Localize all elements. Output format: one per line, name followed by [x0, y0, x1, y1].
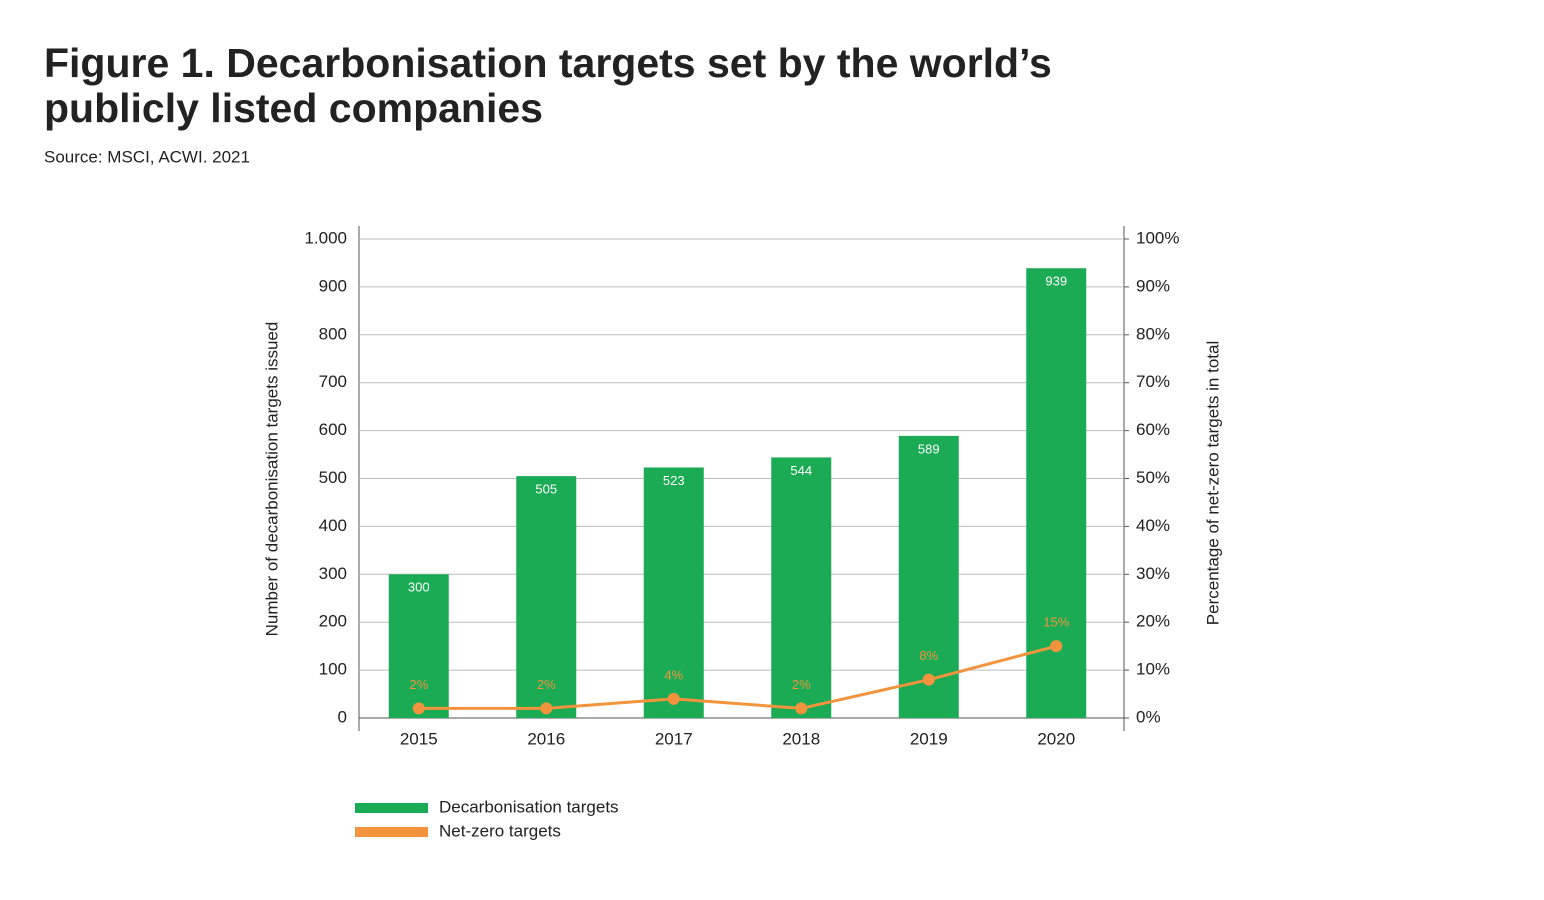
y-tick-label: 100 — [319, 660, 347, 679]
legend-swatch — [355, 803, 428, 813]
line-point — [1050, 640, 1063, 653]
y2-tick-label: 20% — [1136, 612, 1170, 631]
x-tick-label: 2019 — [910, 729, 948, 748]
x-tick-label: 2017 — [655, 729, 693, 748]
y-tick-label: 900 — [319, 276, 347, 295]
bar-value-label: 589 — [918, 441, 940, 456]
y-tick-label: 1.000 — [304, 228, 347, 247]
y2-tick-label: 80% — [1136, 324, 1170, 343]
line-point — [667, 692, 680, 705]
legend-label: Decarbonisation targets — [439, 797, 619, 816]
line-point — [540, 702, 553, 715]
bar-value-label: 505 — [535, 482, 557, 497]
line-value-label: 2% — [537, 677, 556, 692]
line-value-label: 15% — [1043, 615, 1069, 630]
bar — [388, 574, 449, 718]
line-value-label: 2% — [792, 677, 811, 692]
y2-tick-label: 60% — [1136, 420, 1170, 439]
bar-value-label: 523 — [663, 473, 685, 488]
y-tick-label: 300 — [319, 564, 347, 583]
x-tick-label: 2018 — [782, 729, 820, 748]
x-tick-label: 2020 — [1037, 729, 1075, 748]
bar — [516, 476, 577, 718]
x-tick-label: 2016 — [527, 729, 565, 748]
y-tick-label: 400 — [319, 516, 347, 535]
line-value-label: 2% — [409, 677, 428, 692]
y2-tick-label: 70% — [1136, 372, 1170, 391]
y2-tick-label: 30% — [1136, 564, 1170, 583]
y-axis-label: Number of decarbonisation targets issued — [262, 322, 281, 637]
y-tick-label: 600 — [319, 420, 347, 439]
y2-tick-label: 100% — [1136, 228, 1179, 247]
chart-title: Figure 1. Decarbonisation targets set by… — [44, 40, 1052, 86]
line-point — [922, 673, 935, 686]
bar — [898, 435, 959, 718]
y2-tick-label: 50% — [1136, 468, 1170, 487]
bar-value-label: 544 — [790, 463, 812, 478]
legend-label: Net-zero targets — [439, 821, 561, 840]
y-tick-label: 200 — [319, 612, 347, 631]
legend-swatch — [355, 827, 428, 837]
y2-tick-label: 0% — [1136, 707, 1161, 726]
y2-axis-label: Percentage of net-zero targets in total — [1203, 341, 1222, 625]
line-point — [795, 702, 808, 715]
line — [418, 644, 1057, 710]
x-tick-label: 2015 — [400, 729, 438, 748]
chart-title: publicly listed companies — [44, 85, 543, 131]
bar-value-label: 300 — [408, 580, 430, 595]
y-tick-label: 800 — [319, 324, 347, 343]
line-value-label: 4% — [664, 667, 683, 682]
line-point — [412, 702, 425, 715]
y-tick-label: 0 — [338, 707, 347, 726]
y-tick-label: 700 — [319, 372, 347, 391]
y2-tick-label: 10% — [1136, 660, 1170, 679]
y-tick-label: 500 — [319, 468, 347, 487]
line-value-label: 8% — [919, 648, 938, 663]
y2-tick-label: 40% — [1136, 516, 1170, 535]
bar — [771, 457, 832, 718]
bar — [643, 467, 704, 718]
y2-tick-label: 90% — [1136, 276, 1170, 295]
bar-value-label: 939 — [1045, 274, 1067, 289]
chart-subtitle: Source: MSCI, ACWI. 2021 — [44, 147, 250, 166]
